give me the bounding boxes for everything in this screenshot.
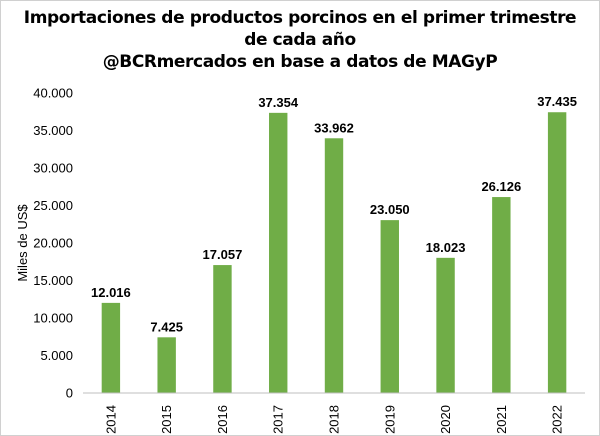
data-label-2022: 37.435 (537, 94, 577, 109)
y-tick-label: 0 (66, 386, 73, 401)
bar-2021 (492, 197, 511, 393)
x-tick-label: 2016 (215, 405, 230, 434)
bar-2014 (101, 302, 121, 393)
bar-2019 (380, 220, 399, 393)
x-tick-label: 2018 (327, 405, 342, 434)
chart-title-line-3: @BCRmercados en base a datos de MAGyP (102, 52, 498, 72)
y-tick-label: 10.000 (33, 311, 73, 326)
y-tick-label: 15.000 (33, 273, 73, 288)
chart-title-line-1: Importaciones de productos porcinos en e… (23, 8, 577, 28)
x-tick-label: 2021 (494, 405, 509, 434)
y-tick-label: 35.000 (33, 123, 73, 138)
data-label-2017: 37.354 (258, 95, 299, 110)
y-axis-title: Miles de US$ (15, 204, 30, 282)
y-tick-label: 30.000 (33, 161, 73, 176)
y-tick-label: 25.000 (33, 198, 73, 213)
data-label-2016: 17.057 (203, 247, 243, 262)
bar-2022 (547, 112, 567, 394)
data-label-2014: 12.016 (91, 285, 131, 300)
y-tick-label: 5.000 (40, 348, 73, 363)
bar-2017 (269, 112, 288, 393)
x-tick-label: 2015 (159, 405, 174, 434)
bar-2018 (324, 138, 344, 393)
x-tick-label: 2017 (271, 405, 286, 434)
x-tick-label: 2020 (438, 405, 453, 434)
bar-2020 (436, 257, 455, 393)
chart-title-line-2: de cada año (244, 30, 356, 50)
chart-title: Importaciones de productos porcinos en e… (1, 7, 599, 73)
data-label-2019: 23.050 (370, 202, 410, 217)
x-tick-label: 2014 (103, 405, 118, 434)
data-label-2015: 7.425 (150, 319, 183, 334)
y-tick-label: 40.000 (33, 86, 73, 101)
x-tick-label: 2019 (382, 405, 397, 434)
data-label-2020: 18.023 (426, 240, 466, 255)
data-label-2018: 33.962 (314, 120, 354, 135)
data-label-2021: 26.126 (481, 179, 521, 194)
bar-2016 (213, 265, 232, 393)
y-tick-label: 20.000 (33, 236, 73, 251)
bar-2015 (157, 337, 176, 393)
x-tick-label: 2022 (550, 405, 565, 434)
